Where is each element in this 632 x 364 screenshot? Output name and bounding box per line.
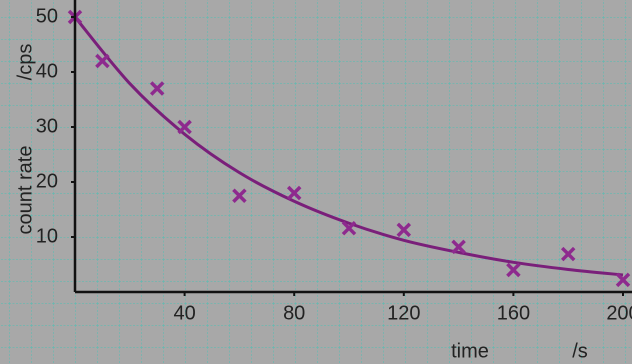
point: [149, 81, 165, 96]
y-tick-label: 10: [36, 225, 58, 247]
y-tick-label: 30: [36, 115, 58, 137]
point: [177, 119, 192, 135]
point: [506, 262, 521, 278]
point: [451, 239, 466, 255]
point: [286, 185, 302, 201]
point: [232, 188, 247, 203]
plot: [67, 9, 631, 288]
y-tick-label: 20: [36, 170, 58, 192]
x-tick-label: 120: [387, 302, 420, 324]
y-axis-label: count rate: [14, 146, 36, 235]
x-tick-label: 40: [173, 302, 195, 324]
x-tick-label: 80: [283, 302, 305, 324]
point: [560, 246, 576, 262]
point: [341, 220, 357, 236]
point: [396, 222, 412, 238]
y-tick-label: 40: [36, 60, 58, 82]
y-axis-unit: /cps: [14, 44, 36, 81]
y-tick-label: 50: [36, 5, 58, 27]
fit-curve: [73, 16, 624, 277]
x-axis-unit: /s: [572, 340, 588, 362]
point: [615, 272, 631, 288]
point: [95, 53, 110, 69]
x-axis-label: time: [451, 340, 489, 362]
x-tick-label: 160: [497, 302, 530, 324]
x-tick-label: 200: [606, 302, 632, 324]
